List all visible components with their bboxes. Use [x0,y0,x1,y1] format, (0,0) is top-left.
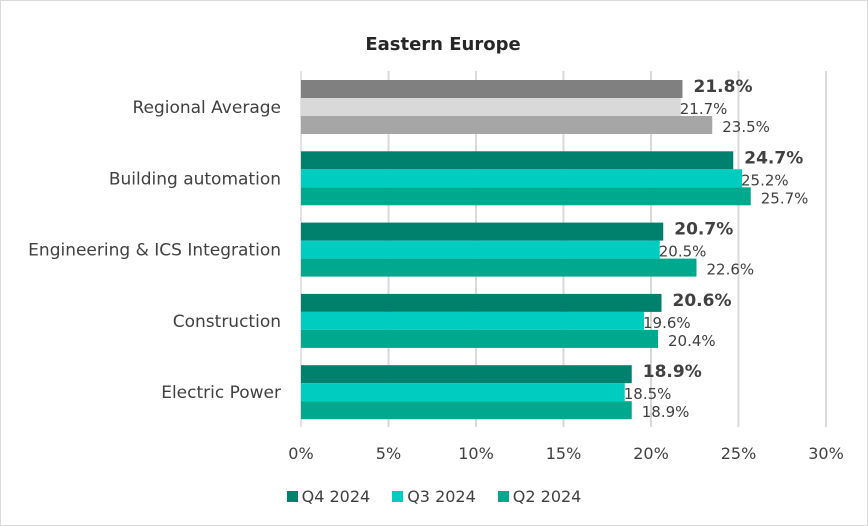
bar [301,401,632,420]
legend: Q4 2024 Q3 2024 Q2 2024 [1,487,867,506]
data-label: 19.6% [643,314,691,332]
category-label: Engineering & ICS Integration [28,241,281,261]
data-label: 25.7% [761,189,809,207]
bar [301,329,658,348]
legend-swatch [497,491,509,502]
data-label: 20.7% [674,220,733,240]
bar [301,98,681,116]
bar [301,311,644,330]
bar [301,365,632,384]
bar [301,187,751,206]
x-tick-label: 30% [808,444,844,463]
legend-item: Q3 2024 [392,487,476,506]
data-label: 23.5% [722,118,770,136]
legend-item: Q2 2024 [497,487,582,506]
category-label: Electric Power [161,383,281,403]
bar [301,80,683,98]
data-label: 18.9% [643,362,702,382]
legend-item: Q4 2024 [286,487,371,506]
data-label: 18.5% [624,385,672,403]
bar [301,383,625,402]
data-label: 22.6% [707,261,755,279]
data-label: 24.7% [744,148,803,168]
bar [301,222,664,241]
category-label: Construction [173,312,281,332]
data-label: 21.8% [694,77,753,97]
x-tick-label: 20% [633,444,669,463]
legend-swatch [286,491,298,502]
legend-swatch [392,491,404,502]
category-label: Regional Average [132,98,281,118]
bar [301,240,660,259]
chart-title: Eastern Europe [365,34,520,55]
data-label: 20.5% [659,243,707,261]
legend-label: Q4 2024 [301,487,371,506]
bar [301,169,742,188]
bar [301,116,713,134]
data-label: 21.7% [680,100,728,118]
x-tick-label: 10% [458,444,494,463]
data-label: 18.9% [642,403,690,421]
x-tick-label: 25% [721,444,757,463]
data-label: 20.4% [668,332,716,350]
category-label: Building automation [109,169,281,189]
data-label: 20.6% [673,291,732,311]
bar [301,258,697,277]
legend-label: Q3 2024 [407,487,476,506]
x-tick-label: 15% [546,444,582,463]
legend-label: Q2 2024 [512,487,582,506]
data-label: 25.2% [741,171,789,189]
bar [301,151,734,170]
x-tick-label: 0% [288,444,313,463]
x-tick-label: 5% [376,444,401,463]
bar [301,293,662,312]
